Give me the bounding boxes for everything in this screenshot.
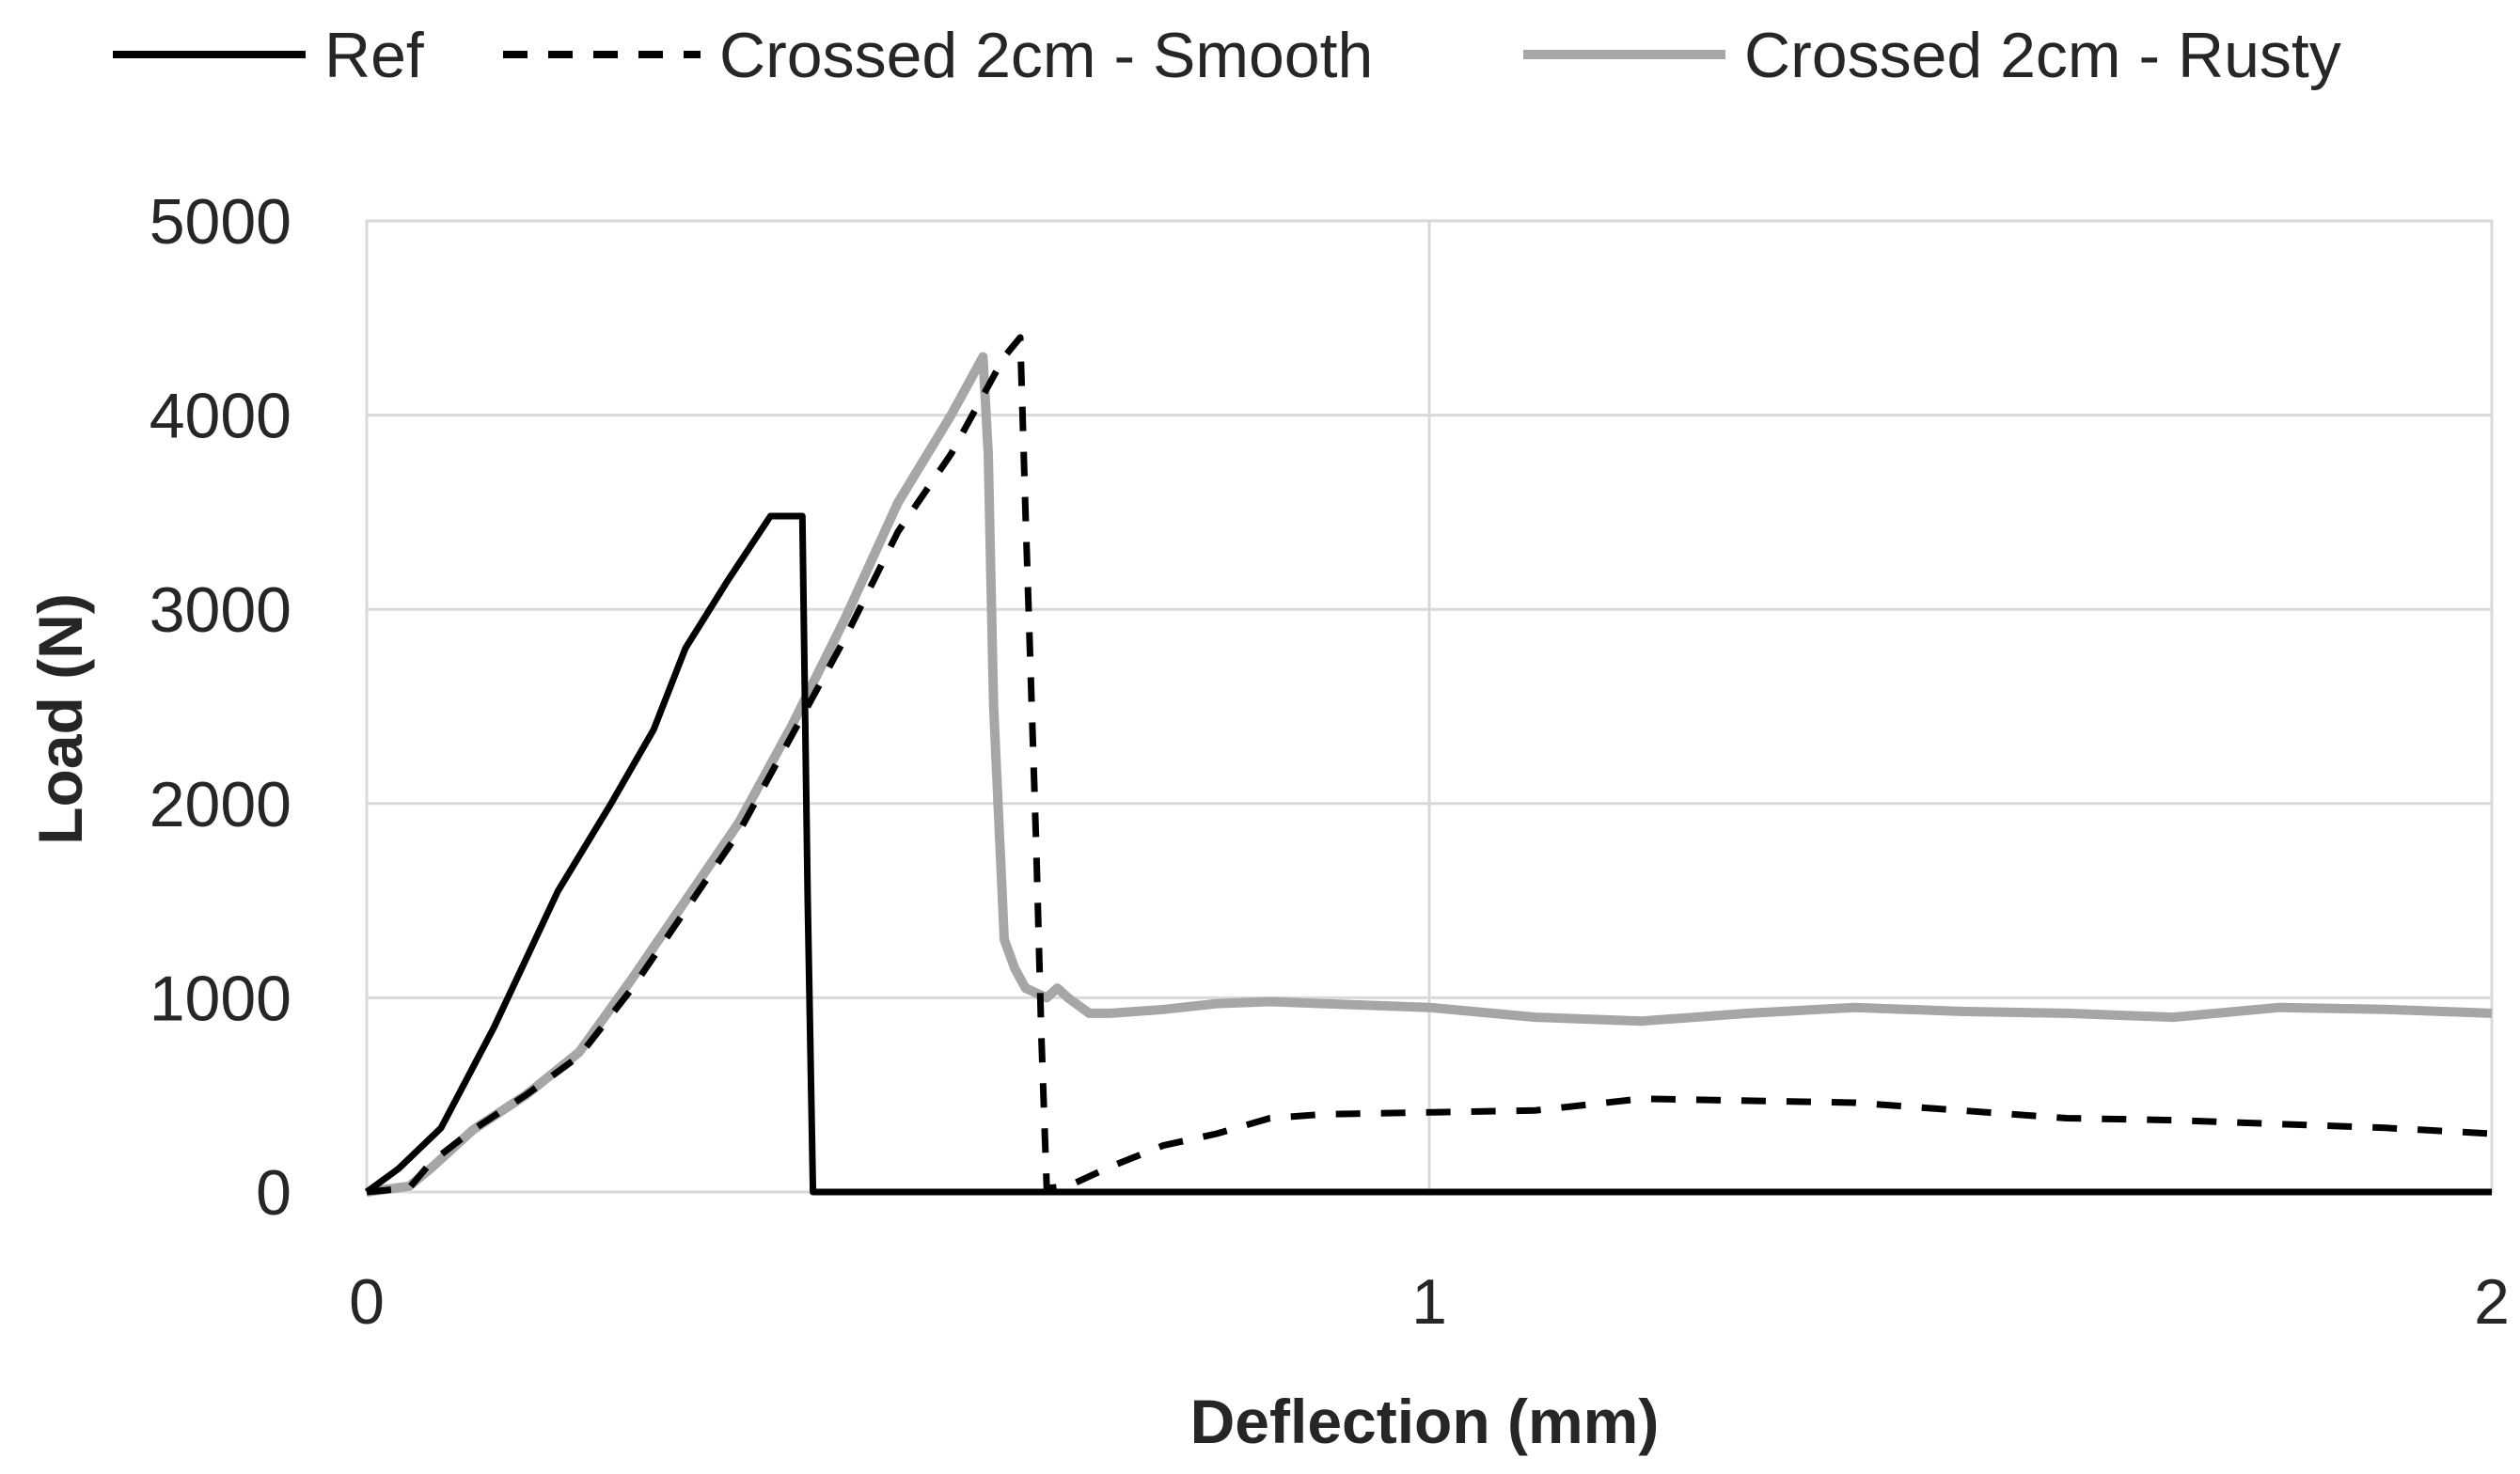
y-axis: 0 1000 2000 3000 4000 5000	[150, 186, 291, 1229]
y-tick-label: 4000	[150, 381, 291, 452]
legend-item-2: Crossed 2cm - Smooth	[503, 20, 1373, 91]
series-line-3	[366, 352, 2493, 1197]
legend-item-1: Ref	[113, 20, 424, 91]
series-line-1	[364, 512, 2492, 1196]
y-tick-label: 2000	[150, 769, 291, 840]
legend: Ref Crossed 2cm - Smooth Crossed 2cm - Rus…	[113, 20, 2341, 91]
legend-label: Crossed 2cm - Smooth	[719, 20, 1373, 91]
series-lines	[364, 334, 2493, 1197]
series-line-2	[366, 334, 2493, 1196]
x-axis: 0 1 2	[349, 1266, 2510, 1338]
y-tick-label: 1000	[150, 963, 291, 1034]
y-axis-title: Load (N)	[25, 593, 95, 845]
x-tick-label: 1	[1411, 1266, 1447, 1338]
x-tick-label: 0	[349, 1266, 385, 1338]
y-tick-label: 3000	[150, 574, 291, 646]
y-tick-label: 5000	[150, 186, 291, 258]
plot-area	[364, 219, 2494, 1197]
x-tick-label: 2	[2474, 1266, 2510, 1338]
x-axis-title: Deflection (mm)	[1190, 1387, 1660, 1456]
legend-label: Crossed 2cm - Rusty	[1744, 20, 2341, 91]
legend-label: Ref	[324, 20, 424, 91]
y-tick-label: 0	[256, 1157, 291, 1229]
legend-item-3: Crossed 2cm - Rusty	[1523, 20, 2341, 91]
